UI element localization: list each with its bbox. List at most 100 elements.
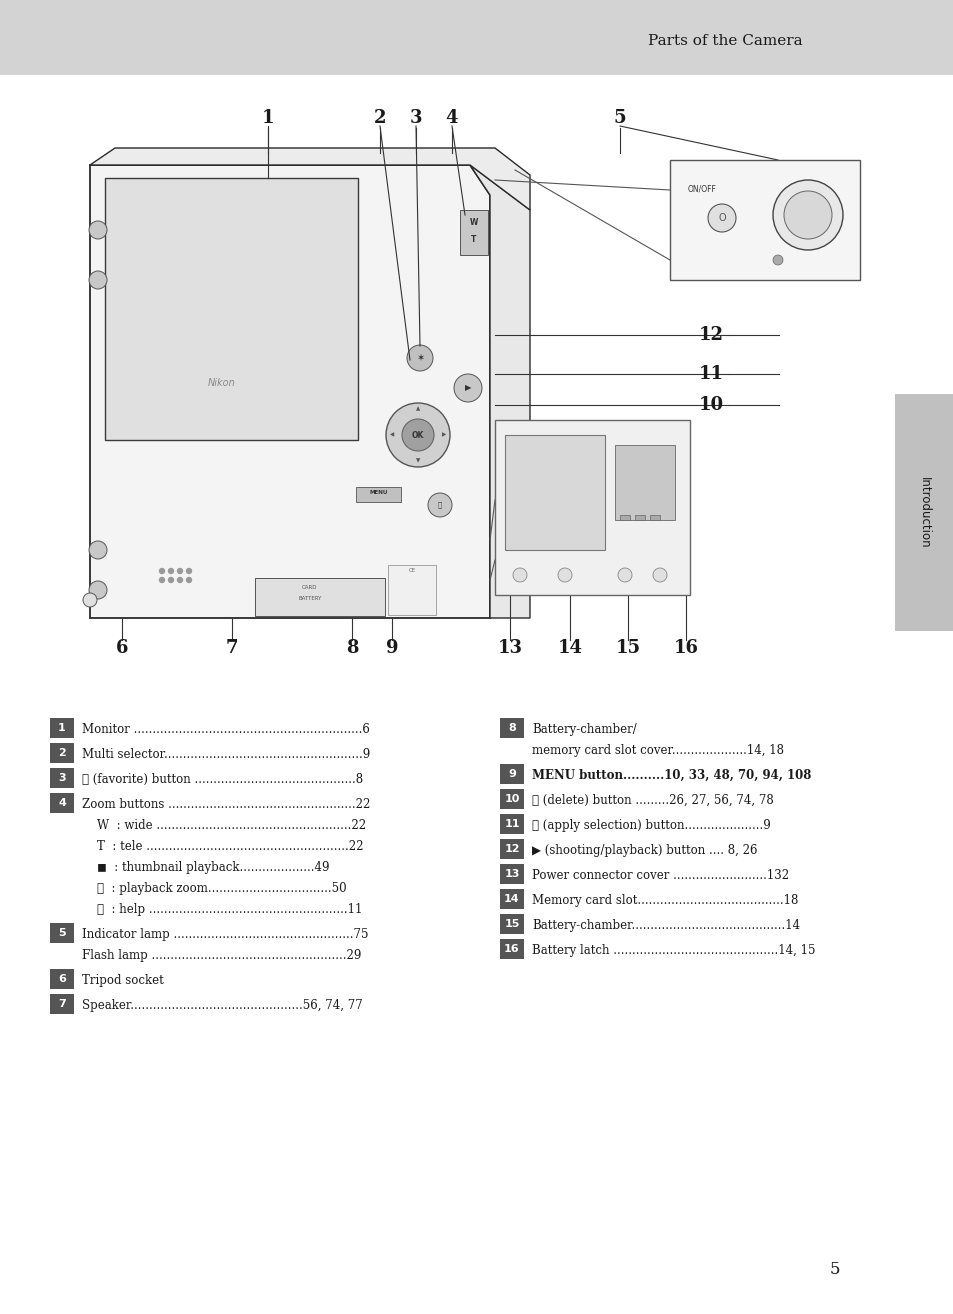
Text: 8: 8	[508, 723, 516, 733]
Text: T  : tele ......................................................22: T : tele ...............................…	[82, 840, 363, 853]
Text: Battery latch ............................................14, 15: Battery latch ..........................…	[532, 943, 815, 957]
Bar	[495, 420, 689, 595]
Bar	[499, 717, 523, 738]
Text: Nikon: Nikon	[208, 378, 235, 388]
Text: 7: 7	[58, 999, 66, 1009]
Polygon shape	[90, 166, 490, 618]
Text: 7: 7	[226, 639, 238, 657]
Text: ▲: ▲	[416, 406, 419, 411]
Text: Flash lamp ....................................................29: Flash lamp .............................…	[82, 949, 361, 962]
Text: W  : wide ....................................................22: W : wide ...............................…	[82, 819, 366, 832]
Circle shape	[89, 221, 107, 239]
Bar	[669, 160, 859, 280]
Circle shape	[186, 577, 192, 582]
Text: 16: 16	[503, 943, 519, 954]
Circle shape	[783, 191, 831, 239]
Bar	[254, 578, 385, 616]
Bar	[499, 865, 523, 884]
Text: T: T	[471, 235, 476, 244]
Circle shape	[177, 569, 182, 573]
Text: ▶ (shooting/playback) button .... 8, 26: ▶ (shooting/playback) button .... 8, 26	[532, 844, 757, 857]
Circle shape	[169, 577, 173, 582]
Bar	[499, 813, 523, 834]
Text: 8: 8	[345, 639, 358, 657]
Bar	[50, 742, 74, 763]
Bar	[355, 487, 400, 502]
Text: 16: 16	[673, 639, 698, 657]
Text: ✶: ✶	[416, 353, 424, 363]
Text: Monitor .............................................................6: Monitor ................................…	[82, 723, 370, 736]
Bar	[0, 0, 953, 75]
Text: 12: 12	[699, 326, 723, 344]
Text: memory card slot cover....................14, 18: memory card slot cover..................…	[532, 744, 783, 757]
Text: 15: 15	[504, 918, 519, 929]
Bar	[619, 515, 629, 520]
Bar	[499, 840, 523, 859]
Text: 1: 1	[58, 723, 66, 733]
Polygon shape	[90, 148, 530, 210]
Text: Battery-chamber/: Battery-chamber/	[532, 723, 636, 736]
Text: ◼  : thumbnail playback....................49: ◼ : thumbnail playback..................…	[82, 861, 329, 874]
Bar	[50, 968, 74, 989]
Text: Parts of the Camera: Parts of the Camera	[647, 34, 801, 49]
Text: Multi selector.....................................................9: Multi selector..........................…	[82, 748, 370, 761]
Bar	[499, 915, 523, 934]
Bar	[50, 922, 74, 943]
Circle shape	[169, 569, 173, 573]
Text: 4: 4	[445, 109, 457, 127]
Circle shape	[772, 255, 782, 265]
Text: OK: OK	[412, 431, 424, 439]
Bar	[635, 515, 644, 520]
Polygon shape	[105, 177, 357, 440]
Text: Ⓢ (apply selection) button.....................9: Ⓢ (apply selection) button..............…	[532, 819, 770, 832]
Text: W: W	[469, 218, 477, 227]
Circle shape	[89, 271, 107, 289]
Text: ⌫ (delete) button .........26, 27, 56, 74, 78: ⌫ (delete) button .........26, 27, 56, 7…	[532, 794, 773, 807]
Circle shape	[177, 577, 182, 582]
Text: MENU button..........10, 33, 48, 70, 94, 108: MENU button..........10, 33, 48, 70, 94,…	[532, 769, 810, 782]
Text: 11: 11	[699, 365, 723, 382]
Text: Memory card slot.......................................18: Memory card slot........................…	[532, 894, 798, 907]
Bar	[50, 767, 74, 788]
Text: Power connector cover .........................132: Power connector cover ..................…	[532, 869, 788, 882]
Bar	[894, 394, 953, 631]
Text: 14: 14	[503, 894, 519, 904]
Text: CE: CE	[408, 568, 416, 573]
Text: CARD: CARD	[302, 585, 317, 590]
Text: Zoom buttons ..................................................22: Zoom buttons ...........................…	[82, 798, 370, 811]
Text: ▶: ▶	[441, 432, 446, 438]
Text: 13: 13	[504, 869, 519, 879]
Circle shape	[407, 346, 433, 371]
Text: 5: 5	[828, 1260, 840, 1277]
Text: ◀: ◀	[390, 432, 394, 438]
Text: ▼: ▼	[416, 459, 419, 464]
Bar	[459, 210, 488, 255]
Circle shape	[772, 180, 842, 250]
Circle shape	[186, 569, 192, 573]
Text: 14: 14	[557, 639, 582, 657]
Bar	[388, 565, 436, 615]
Bar	[504, 435, 604, 551]
Text: 10: 10	[699, 396, 723, 414]
Bar	[50, 717, 74, 738]
Circle shape	[707, 204, 735, 233]
Text: 5: 5	[613, 109, 626, 127]
Text: ⌕  : playback zoom.................................50: ⌕ : playback zoom.......................…	[82, 882, 346, 895]
Circle shape	[558, 568, 572, 582]
Bar	[649, 515, 659, 520]
Text: Tripod socket: Tripod socket	[82, 974, 164, 987]
Text: 11: 11	[504, 819, 519, 829]
Text: 3: 3	[410, 109, 422, 127]
Circle shape	[454, 374, 481, 402]
Circle shape	[401, 419, 434, 451]
Text: 13: 13	[497, 639, 522, 657]
Circle shape	[83, 593, 97, 607]
Circle shape	[513, 568, 526, 582]
Circle shape	[159, 577, 164, 582]
Circle shape	[652, 568, 666, 582]
Bar	[50, 794, 74, 813]
Text: 6: 6	[58, 974, 66, 984]
Text: 4: 4	[58, 798, 66, 808]
Bar	[50, 993, 74, 1014]
Circle shape	[618, 568, 631, 582]
